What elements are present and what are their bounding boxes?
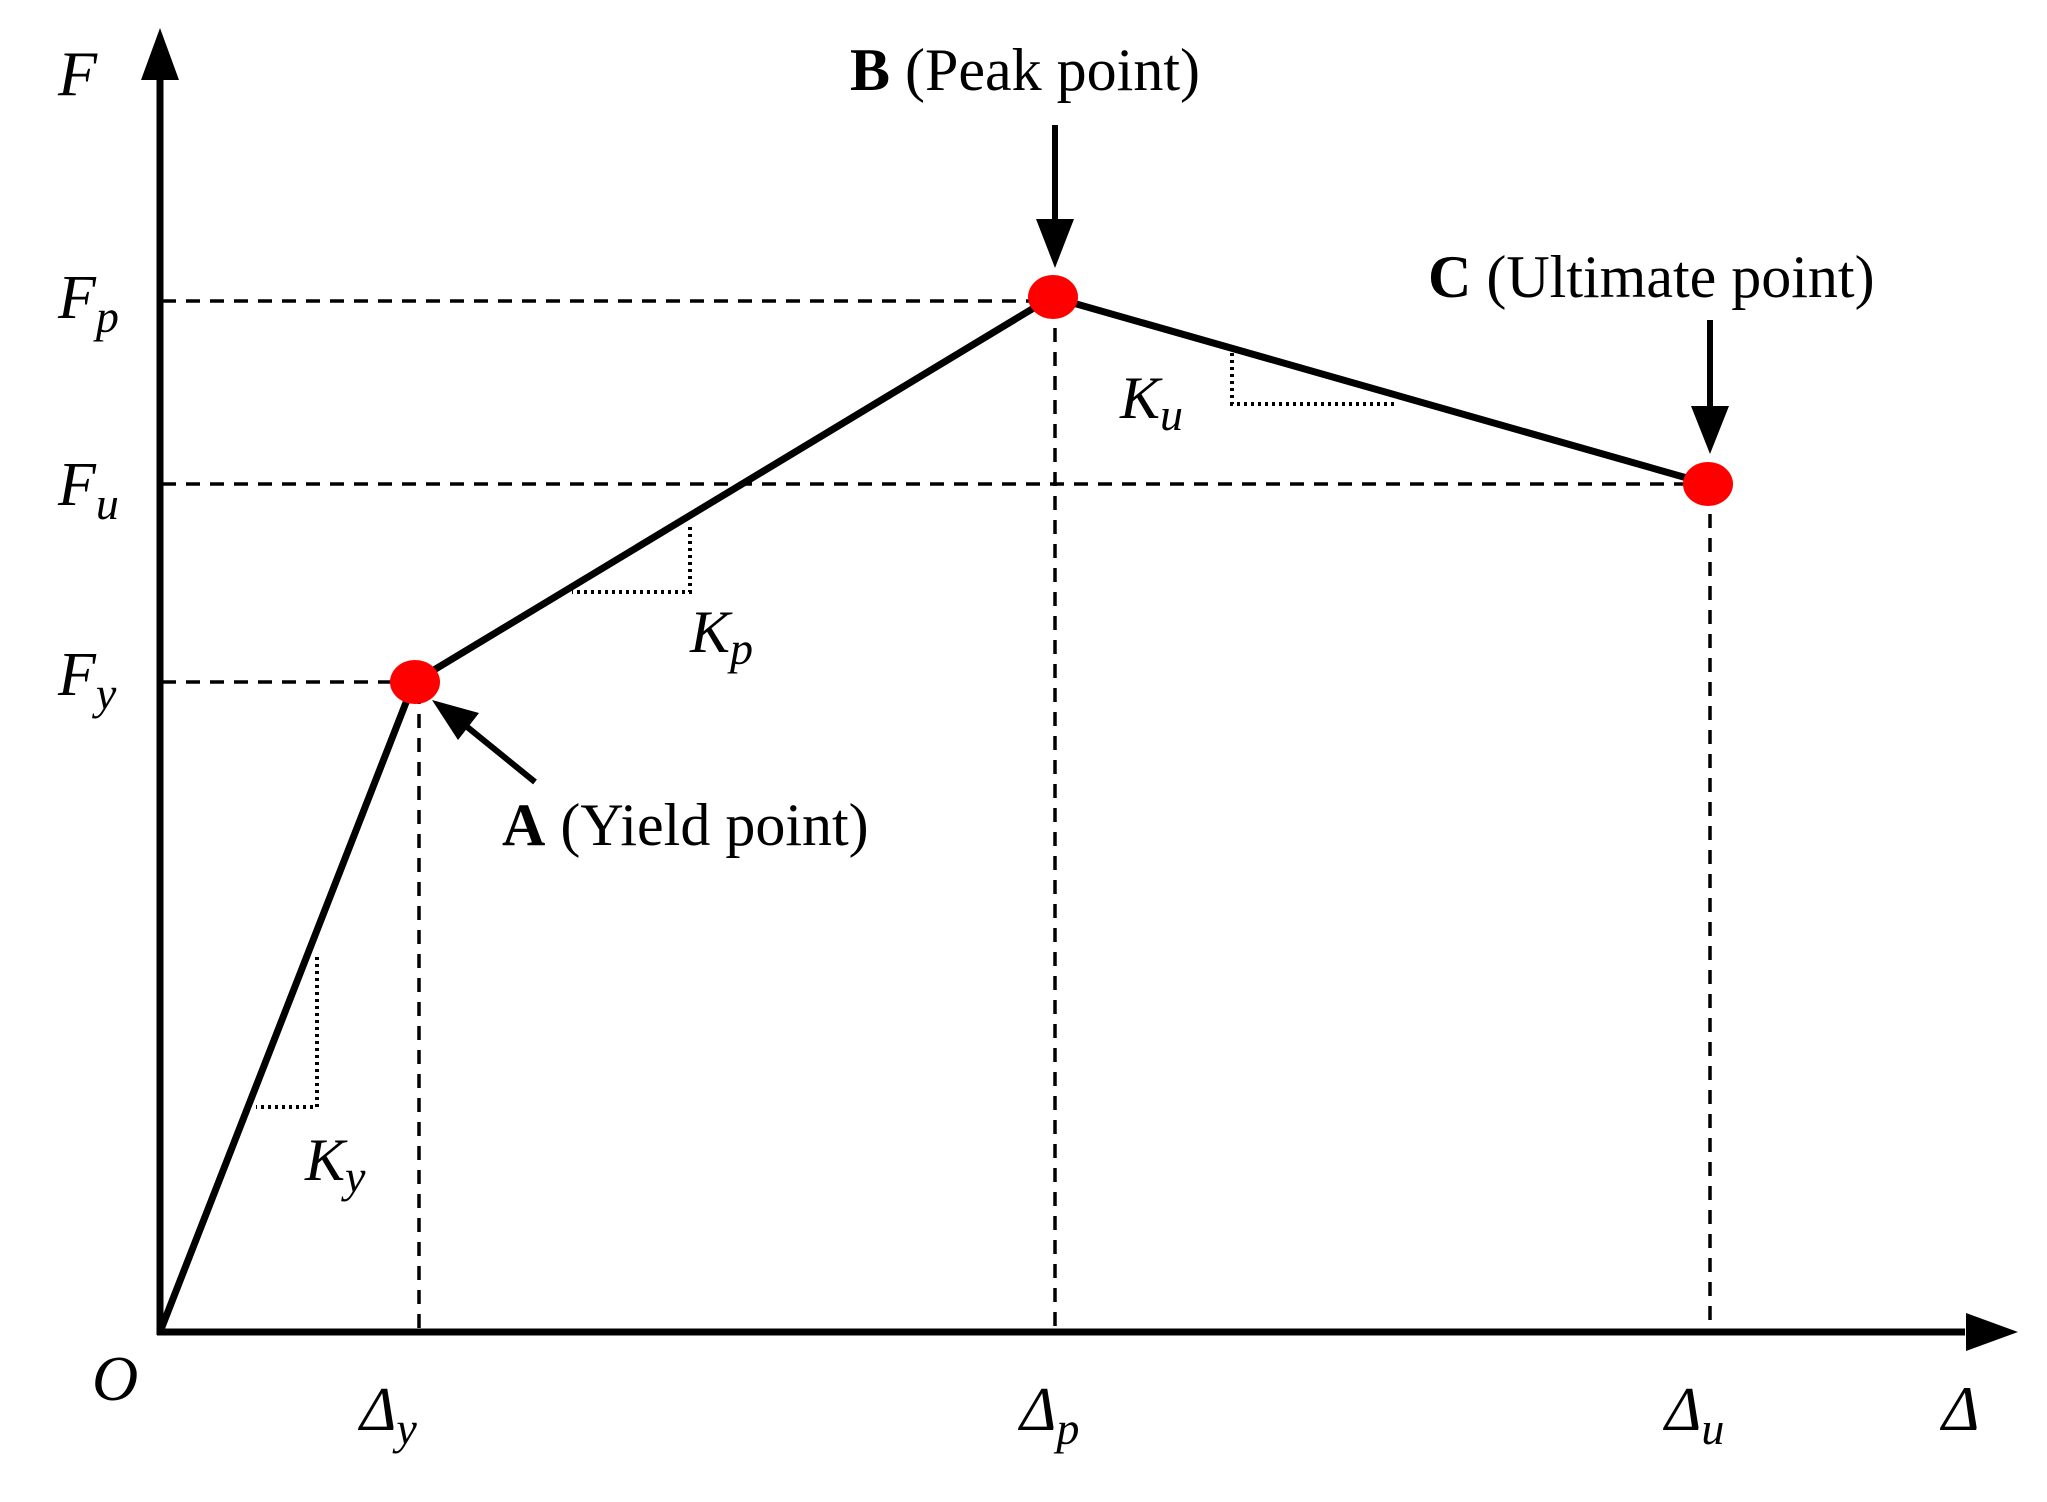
point-b-marker [1028,275,1078,319]
x-tick-dp: Δp [1017,1376,1079,1454]
y-tick-fy: Fy [57,641,117,719]
arrow-a-shaft [464,723,537,785]
y-axis-label: F [57,38,98,109]
arrow-c-head [1691,406,1729,454]
arrow-b-head [1036,219,1074,268]
y-tick-fu: Fu [57,451,119,529]
y-tick-fp: Fp [57,264,119,342]
point-c-label: C (Ultimate point) [1428,244,1875,310]
slope-triangle-ku [1230,353,1397,406]
point-c-marker [1683,462,1733,506]
slope-triangle-ky [256,957,319,1109]
point-b-label: B (Peak point) [850,37,1200,103]
x-axis-label: Δ [1939,1373,1980,1444]
slope-label-ky: Ky [304,1127,366,1202]
pointer-arrows [432,125,1729,785]
slope-triangles [256,353,1397,1109]
origin-label: O [92,1343,138,1414]
x-axis-arrowhead [1966,1313,2018,1351]
point-a-marker [390,660,440,704]
x-tick-dy: Δy [357,1376,417,1454]
point-a-label: A (Yield point) [502,792,869,858]
slope-label-ku: Ku [1119,365,1183,440]
slope-triangle-kp [572,527,692,594]
x-tick-du: Δu [1662,1376,1724,1454]
guide-lines [162,299,1712,1330]
slope-label-kp: Kp [689,599,753,674]
trilinear-curve [156,293,1709,1334]
characteristic-points [390,275,1733,704]
y-axis-arrowhead [141,28,179,80]
arrow-a-head [432,700,479,740]
axes [141,28,2018,1351]
